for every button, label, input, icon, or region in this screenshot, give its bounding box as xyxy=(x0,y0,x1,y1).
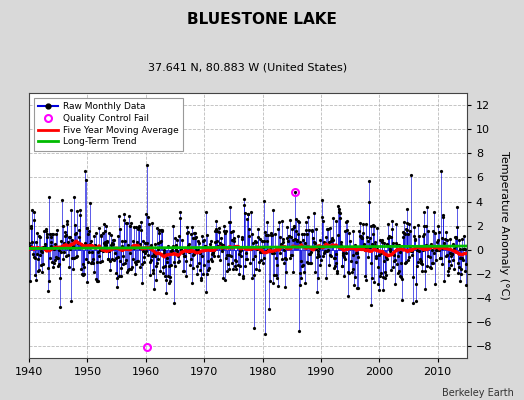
Text: Berkeley Earth: Berkeley Earth xyxy=(442,388,514,398)
Y-axis label: Temperature Anomaly (°C): Temperature Anomaly (°C) xyxy=(499,151,509,300)
Title: 37.641 N, 80.883 W (United States): 37.641 N, 80.883 W (United States) xyxy=(148,63,347,73)
Text: BLUESTONE LAKE: BLUESTONE LAKE xyxy=(187,12,337,27)
Legend: Raw Monthly Data, Quality Control Fail, Five Year Moving Average, Long-Term Tren: Raw Monthly Data, Quality Control Fail, … xyxy=(34,98,183,151)
